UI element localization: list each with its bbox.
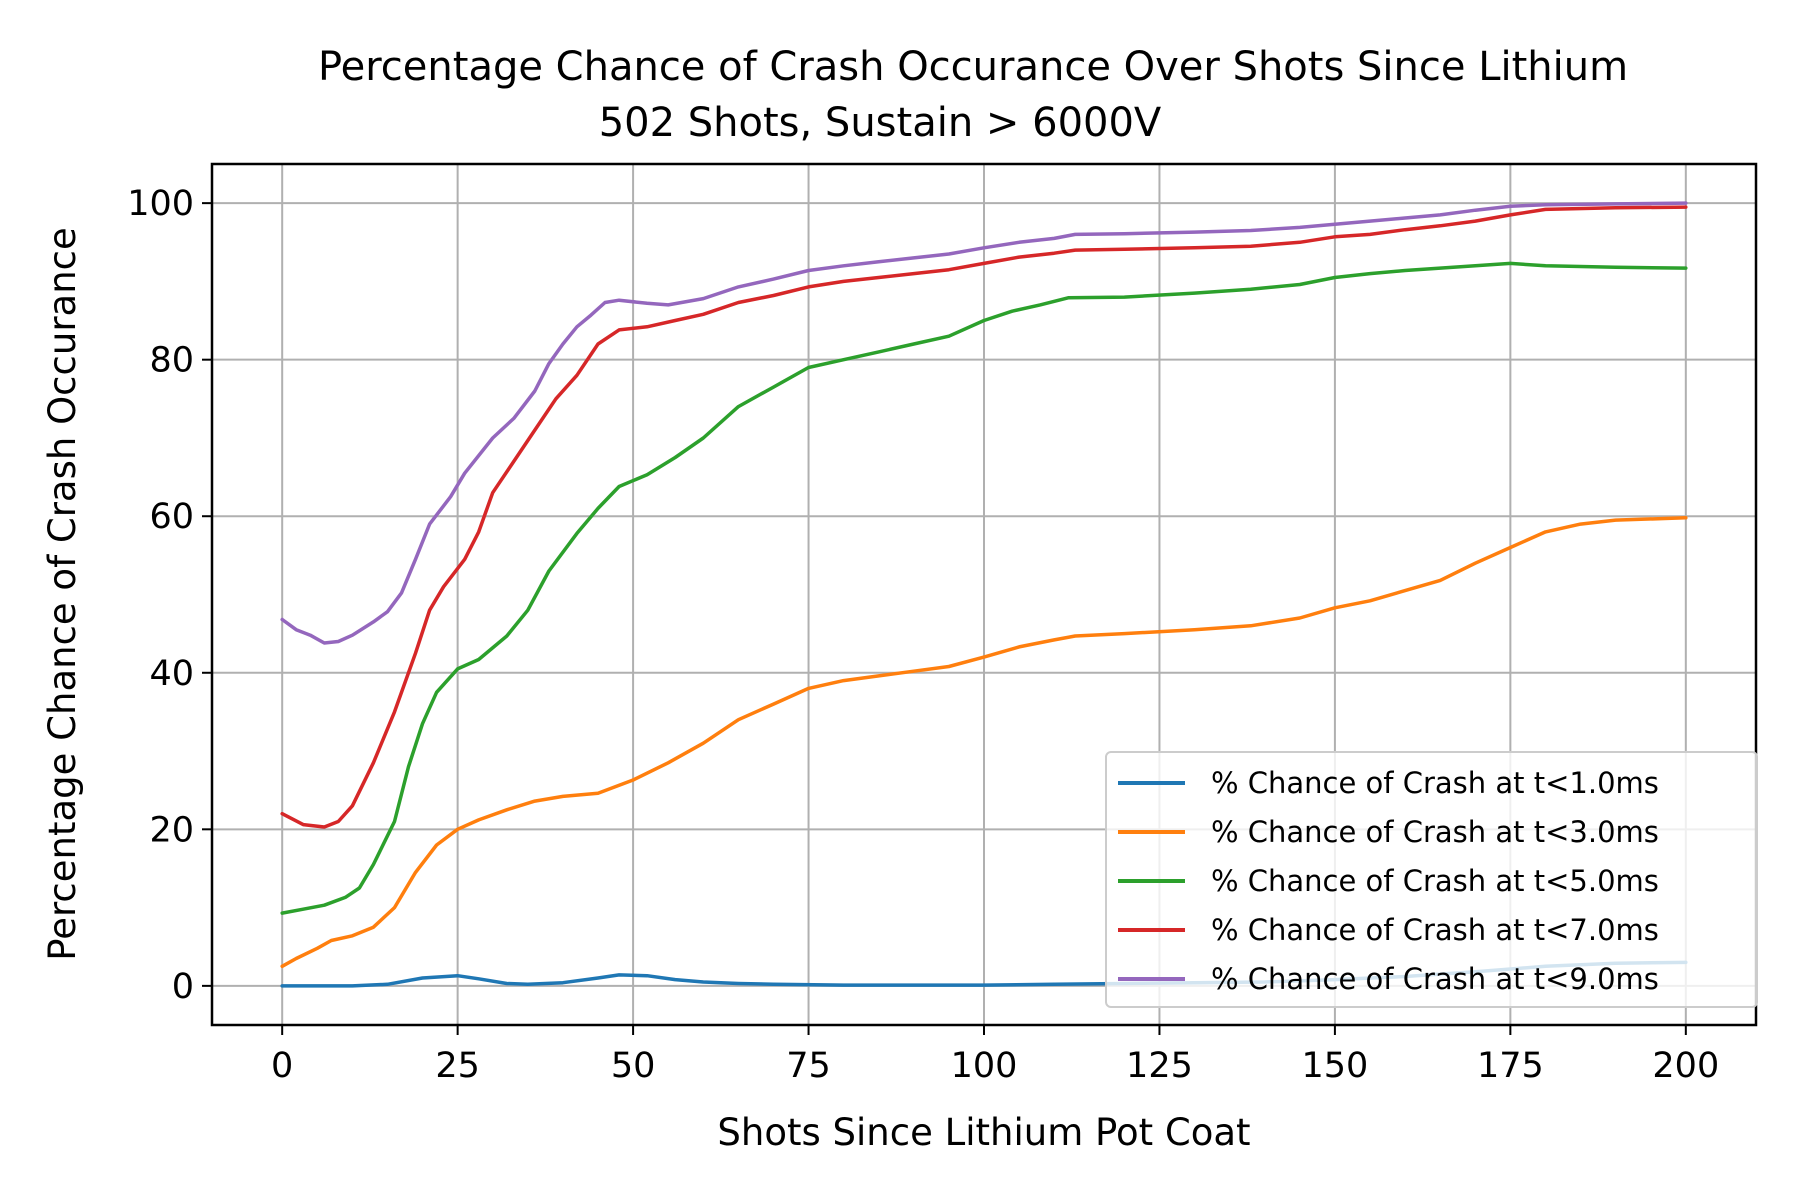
legend: % Chance of Crash at t<1.0ms % Chance of … (1105, 751, 1758, 1008)
y-tick-label: 100 (127, 184, 194, 224)
y-tick-label: 20 (149, 810, 194, 850)
chart-subtitle: 502 Shots, Sustain > 6000V (599, 100, 1162, 146)
series-line-5 (280, 201, 1688, 645)
legend-label: % Chance of Crash at t<7.0ms (1211, 913, 1659, 947)
plot-series (280, 201, 1688, 988)
tick-marks (202, 202, 1687, 1035)
x-tick-label: 25 (435, 1046, 480, 1086)
x-tick-label: 0 (271, 1046, 293, 1086)
series-line-2 (280, 516, 1688, 969)
x-tick-label: 125 (1126, 1046, 1193, 1086)
x-tick-label: 150 (1302, 1046, 1369, 1086)
x-tick-label: 175 (1477, 1046, 1544, 1086)
x-tick-label: 75 (786, 1046, 831, 1086)
legend-label: % Chance of Crash at t<1.0ms (1211, 766, 1659, 800)
legend-label: % Chance of Crash at t<3.0ms (1211, 815, 1659, 849)
y-tick-label: 80 (149, 341, 194, 381)
series-line-4 (280, 205, 1688, 829)
x-tick-label: 200 (1652, 1046, 1719, 1086)
legend-label: % Chance of Crash at t<9.0ms (1211, 962, 1659, 996)
legend-label: % Chance of Crash at t<5.0ms (1211, 864, 1659, 898)
y-axis-label: Percentage Chance of Crash Occurance (41, 227, 84, 961)
y-tick-label: 40 (149, 654, 194, 694)
legend-box (1105, 751, 1758, 1008)
chart-title: Percentage Chance of Crash Occurance Ove… (318, 44, 1628, 90)
series-line-3 (280, 261, 1688, 915)
y-tick-label: 60 (149, 497, 194, 537)
x-axis-label: Shots Since Lithium Pot Coat (717, 1111, 1250, 1154)
y-tick-label: 0 (172, 967, 194, 1007)
tick-labels: 0 25 50 75 100 125 150 175 200 0 20 40 60 80 100 (127, 184, 1719, 1086)
x-tick-label: 100 (951, 1046, 1018, 1086)
x-tick-label: 50 (611, 1046, 656, 1086)
